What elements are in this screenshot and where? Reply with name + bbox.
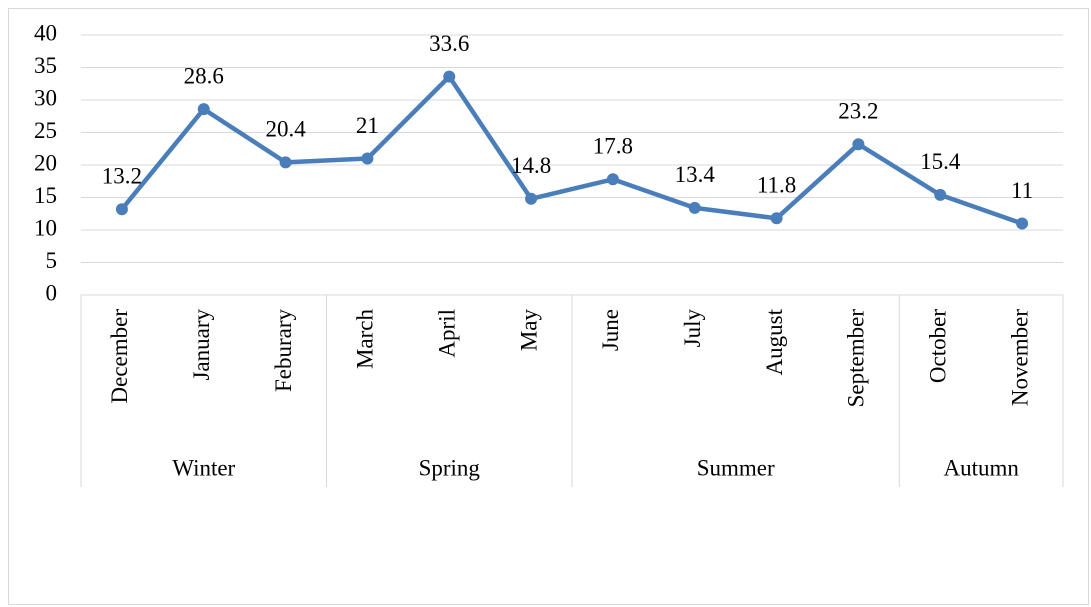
data-label: 28.6 [184, 63, 224, 88]
x-tick-label: September [844, 309, 869, 408]
data-label: 33.6 [429, 31, 469, 56]
data-label: 20.4 [265, 117, 306, 142]
marker [934, 188, 947, 201]
marker [115, 203, 128, 216]
x-tick-label: January [189, 309, 214, 381]
data-label: 11.8 [757, 173, 796, 198]
marker [606, 173, 619, 186]
data-label: 13.4 [675, 162, 716, 187]
y-tick-label: 40 [34, 20, 57, 45]
group-label: Spring [419, 455, 481, 480]
chart-border [8, 8, 1089, 605]
y-tick-label: 10 [34, 215, 57, 240]
marker [770, 212, 783, 225]
y-tick-label: 30 [34, 85, 57, 110]
group-label: Autumn [943, 455, 1019, 480]
y-tick-label: 5 [46, 248, 58, 273]
x-tick-label: April [435, 309, 460, 358]
marker [525, 192, 538, 205]
marker [688, 201, 701, 214]
x-tick-label: July [680, 309, 705, 348]
x-tick-label: December [107, 309, 132, 404]
data-label: 13.2 [102, 163, 142, 188]
y-tick-label: 25 [34, 118, 57, 143]
group-label: Winter [172, 455, 235, 480]
x-tick-label: November [1007, 309, 1032, 406]
marker [852, 138, 865, 151]
x-tick-label: August [762, 308, 787, 375]
data-label: 11 [1011, 178, 1033, 203]
y-tick-label: 35 [34, 53, 57, 78]
marker [279, 156, 292, 169]
x-tick-label: June [598, 309, 623, 351]
x-tick-label: March [353, 309, 378, 370]
y-tick-label: 20 [34, 150, 57, 175]
x-tick-label: Feburary [271, 309, 296, 393]
x-tick-label: October [926, 309, 951, 383]
data-label: 14.8 [511, 153, 551, 178]
data-label: 21 [356, 113, 379, 138]
marker [197, 103, 210, 116]
y-tick-label: 15 [34, 183, 57, 208]
marker [1016, 217, 1029, 230]
group-label: Summer [697, 455, 775, 480]
y-tick-label: 0 [46, 280, 58, 305]
x-tick-label: May [516, 309, 541, 352]
marker [361, 152, 374, 165]
line [120, 74, 1023, 226]
data-label: 15.4 [920, 149, 961, 174]
data-label: 23.2 [838, 98, 878, 123]
marker [443, 70, 456, 83]
data-label: 17.8 [593, 134, 633, 159]
